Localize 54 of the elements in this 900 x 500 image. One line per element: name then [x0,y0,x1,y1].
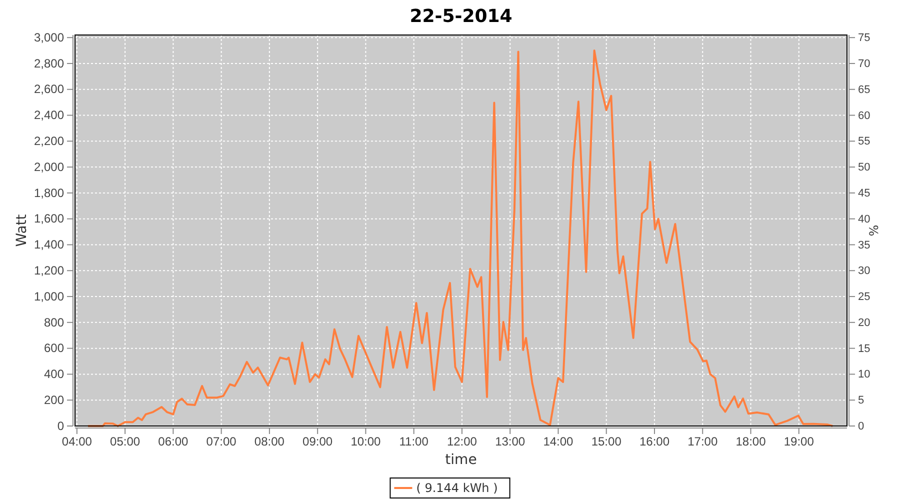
y-tick-label: 2,000 [34,160,64,174]
x-tick-label: 08:00 [254,434,285,449]
y2-tick-label: 40 [858,213,870,226]
y2-tick-label: 25 [858,291,870,304]
y2-axis-title: % [867,224,881,236]
x-tick-label: 12:00 [446,434,478,449]
y-tick-label: 1,400 [34,238,64,252]
x-tick-label: 15:00 [591,434,622,449]
y2-tick-label: 45 [858,187,870,200]
x-tick-label: 06:00 [158,434,189,449]
y-tick-label: 200 [44,392,64,407]
x-tick-label: 09:00 [302,434,333,449]
y-tick-label: 1,000 [34,289,64,304]
x-tick-label: 17:00 [688,434,718,449]
x-tick-label: 05:00 [110,434,140,449]
x-tick-label: 18:00 [736,434,766,449]
y2-tick-label: 0 [858,420,864,433]
y2-tick-label: 55 [858,136,870,148]
y-tick-label: 1,200 [34,263,64,278]
y2-tick-label: 75 [858,32,870,44]
y-tick-label: 2,400 [34,108,64,122]
y-tick-label: 600 [44,341,64,356]
y2-tick-label: 20 [858,316,870,329]
y-tick-label: 400 [44,367,64,382]
y2-tick-label: 5 [858,394,864,407]
y2-tick-label: 30 [858,265,870,278]
x-tick-label: 13:00 [495,434,526,449]
y2-tick-label: 35 [858,239,870,252]
y-tick-label: 1,800 [34,186,64,200]
y2-tick-label: 15 [858,342,870,355]
y2-tick-label: 10 [858,368,870,381]
x-tick-label: 16:00 [639,434,670,449]
legend-label: ( 9.144 kWh ) [416,481,498,495]
x-tick-label: 14:00 [543,434,574,449]
x-tick-label: 19:00 [784,434,814,449]
y-tick-label: 2,200 [34,134,64,148]
y2-tick-label: 70 [858,58,870,70]
x-tick-label: 11:00 [399,434,429,449]
y-tick-label: 2,800 [34,56,64,70]
y2-tick-label: 50 [858,162,870,174]
y2-tick-label: 65 [858,84,870,96]
y-tick-label: 2,600 [34,82,64,96]
line-series [86,50,834,427]
y-tick-label: 1,600 [34,212,64,226]
x-tick-label: 10:00 [350,434,382,449]
y-tick-label: 800 [44,315,64,330]
x-tick-label: 04:00 [62,434,92,449]
x-tick-label: 07:00 [206,434,237,449]
y-tick-label: 3,000 [34,30,64,44]
y-axis-title: Watt [14,214,30,247]
y-tick-label: 0 [57,418,64,433]
chart-title: 22-5-2014 [410,6,512,27]
x-axis-title: time [445,452,477,468]
y2-tick-label: 60 [858,110,870,122]
